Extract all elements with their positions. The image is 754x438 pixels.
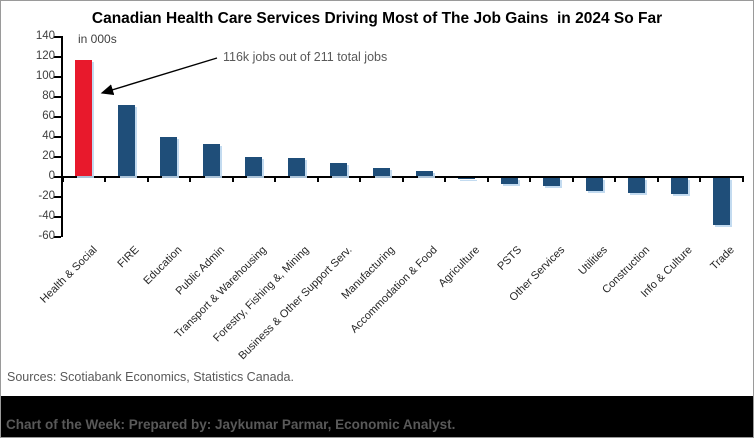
footer-banner-text: Chart of the Week: Prepared by: Jaykumar… [6, 417, 456, 432]
x-tick-7 [359, 177, 362, 182]
x-axis-baseline [61, 175, 744, 178]
y-tick-label--20: -20 [38, 190, 55, 202]
x-tick-16 [742, 177, 744, 182]
bar-public-admin [202, 143, 220, 176]
x-tick-8 [401, 177, 404, 182]
chart-title: Canadian Health Care Services Driving Mo… [91, 10, 663, 27]
bar-education [160, 136, 178, 176]
x-label-psts: PSTS [495, 244, 525, 273]
y-tick-label-60: 60 [42, 110, 55, 122]
x-tick-15 [699, 177, 702, 182]
x-tick-5 [274, 177, 277, 182]
x-tick-1 [104, 177, 107, 182]
y-tick-label-20: 20 [42, 150, 55, 162]
y-tick--20 [54, 195, 61, 198]
x-label-utilities: Utilities [576, 244, 610, 278]
y-tick-120 [54, 55, 61, 58]
x-label-accommodation-food: Accommodation & Food [348, 244, 440, 336]
x-tick-3 [189, 177, 192, 182]
y-tick-label-0: 0 [48, 170, 55, 182]
y-tick-0 [54, 175, 61, 178]
bar-health-social [75, 59, 93, 176]
bar-psts [500, 177, 518, 184]
y-tick-label-100: 100 [35, 70, 55, 82]
bar-manufacturing [372, 167, 390, 176]
x-tick-2 [146, 177, 149, 182]
bar-info-culture [670, 177, 688, 194]
y-tick-20 [54, 155, 61, 158]
bar-accommodation-food [415, 170, 433, 176]
x-tick-9 [444, 177, 447, 182]
sources-text: Sources: Scotiabank Economics, Statistic… [7, 370, 294, 384]
y-tick-label-140: 140 [35, 30, 55, 42]
x-tick-0 [61, 177, 64, 182]
y-tick-label-40: 40 [42, 130, 55, 142]
x-tick-12 [571, 177, 574, 182]
bar-trade [713, 177, 731, 225]
bar-agriculture [458, 177, 476, 179]
y-tick--60 [54, 235, 61, 238]
x-label-agriculture: Agriculture [436, 244, 483, 290]
y-tick-100 [54, 75, 61, 78]
y-axis-units-label: in 000s [78, 32, 117, 46]
footer-banner: Chart of the Week: Prepared by: Jaykumar… [1, 396, 753, 437]
y-tick-80 [54, 95, 61, 98]
bar-fire [117, 104, 135, 176]
y-tick-40 [54, 135, 61, 138]
bar-transport-warehousing [245, 156, 263, 176]
y-tick-label--40: -40 [38, 210, 55, 222]
y-tick--40 [54, 215, 61, 218]
bar-business-other-support-serv [330, 162, 348, 176]
y-axis-line [61, 36, 63, 237]
y-tick-label-120: 120 [35, 50, 55, 62]
x-tick-10 [486, 177, 489, 182]
x-tick-4 [231, 177, 234, 182]
x-tick-13 [614, 177, 617, 182]
bar-forestry-fishing-mining [287, 157, 305, 176]
x-tick-14 [656, 177, 659, 182]
y-tick-label-80: 80 [42, 90, 55, 102]
annotation-label: 116k jobs out of 211 total jobs [223, 50, 388, 64]
x-label-education: Education [141, 244, 185, 288]
x-label-trade: Trade [708, 244, 738, 273]
bar-other-services [543, 177, 561, 186]
y-tick-140 [54, 35, 61, 38]
x-tick-11 [529, 177, 532, 182]
x-label-health-social: Health & Social [37, 244, 100, 306]
bar-utilities [585, 177, 603, 191]
x-label-fire: FIRE [115, 244, 142, 271]
y-tick-label--60: -60 [38, 230, 55, 242]
x-tick-6 [316, 177, 319, 182]
y-tick-60 [54, 115, 61, 118]
bar-construction [628, 177, 646, 193]
